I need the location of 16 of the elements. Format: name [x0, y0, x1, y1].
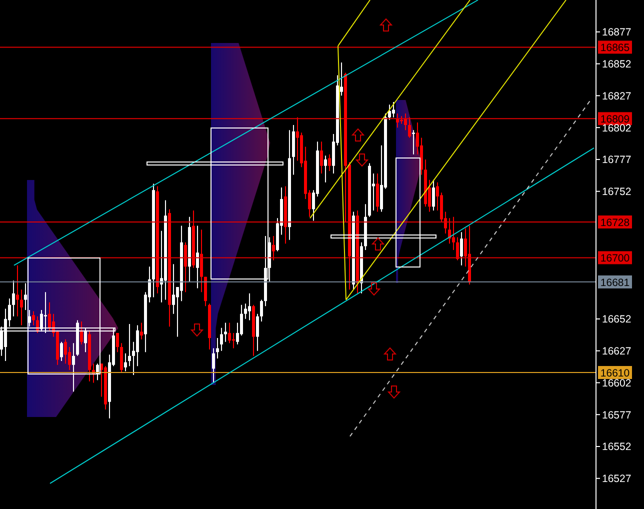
ref-line-label: 16728	[600, 216, 630, 229]
y-tick-label: 16752	[602, 186, 632, 198]
y-tick-label: 16652	[602, 314, 632, 326]
y-tick-label: 16877	[602, 26, 632, 39]
y-tick-label: 16777	[602, 154, 632, 166]
y-tick-label: 16552	[602, 441, 632, 454]
ref-line-label: 16610	[600, 368, 630, 380]
y-tick-label: 16527	[602, 473, 632, 486]
ref-line-label: 16700	[600, 252, 630, 265]
ref-line-label: 16865	[600, 42, 630, 54]
y-tick-label: 16602	[602, 377, 632, 390]
y-tick-label: 16827	[602, 90, 632, 102]
y-tick-label: 16852	[602, 58, 632, 71]
y-tick-label: 16627	[602, 346, 632, 358]
ref-line-label: 16681	[600, 276, 630, 289]
y-tick-label: 16577	[602, 409, 632, 422]
